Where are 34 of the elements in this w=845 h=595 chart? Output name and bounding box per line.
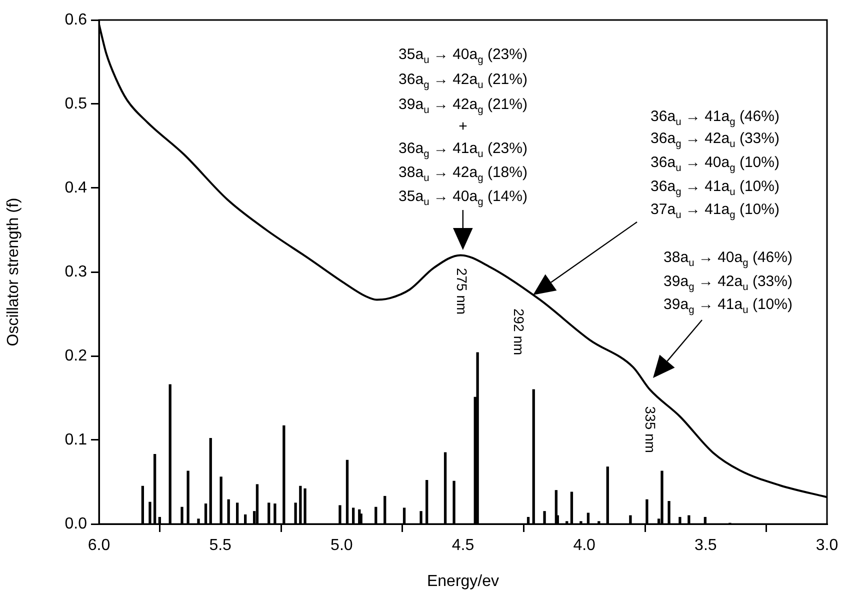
x-tick-label: 3.5 xyxy=(694,537,717,554)
annotation: 36a$_{u}$ → 41a$_{g}$ (46%) xyxy=(650,108,780,128)
annotation: 39a$_{g}$ → 41a$_{u}$ (10%) xyxy=(664,296,792,316)
x-axis-title: Energy/ev xyxy=(426,572,500,590)
annotation: 39a$_{u}$ → 42a$_{g}$ (21%) xyxy=(398,96,528,116)
annotation: 292 nm xyxy=(510,308,527,356)
annotation: 36a$_{g}$ → 41a$_{u}$ (10%) xyxy=(650,178,780,198)
annotation: 37a$_{u}$ → 41a$_{g}$ (10%) xyxy=(650,201,780,221)
annotation: 36a$_{g}$ → 42a$_{u}$ (33%) xyxy=(650,130,780,150)
annotation: 36a$_{g}$ → 42a$_{u}$ (21%) xyxy=(398,71,528,91)
annotation: + xyxy=(458,118,468,136)
annotation: 35a$_{u}$ → 40a$_{g}$ (14%) xyxy=(398,188,528,208)
x-tick-label: 3.0 xyxy=(816,537,838,554)
annotation: 36a$_{u}$ → 40a$_{g}$ (10%) xyxy=(650,154,780,174)
annotation: 335 nm xyxy=(642,406,658,453)
y-tick-label: 0.1 xyxy=(64,431,88,448)
annotation: 275 nm xyxy=(454,268,470,315)
y-tick-label: 0.0 xyxy=(64,515,88,532)
x-tick-label: 4.5 xyxy=(452,537,474,554)
x-tick-label: 6.0 xyxy=(88,537,110,554)
annotation: 36a$_{g}$ → 41a$_{u}$ (23%) xyxy=(398,140,528,160)
y-tick-label: 0.5 xyxy=(64,95,88,112)
y-tick-label: 0.4 xyxy=(64,179,88,196)
y-tick-label: 0.3 xyxy=(64,263,88,280)
annotation: 35a$_{u}$ → 40a$_{g}$ (23%) xyxy=(398,46,528,66)
x-tick-label: 5.0 xyxy=(330,537,353,554)
annotation: 39a$_{g}$ → 42a$_{u}$ (33%) xyxy=(664,273,792,293)
annotation: 38a$_{u}$ → 40a$_{g}$ (46%) xyxy=(664,249,792,269)
y-tick-label: 0.6 xyxy=(64,11,88,28)
x-tick-label: 5.5 xyxy=(209,537,232,554)
x-tick-label: 4.0 xyxy=(573,537,596,554)
y-tick-label: 0.2 xyxy=(64,347,88,364)
annotation: 38a$_{u}$ → 42a$_{g}$ (18%) xyxy=(398,164,528,184)
y-axis-title: Oscillator strength (f) xyxy=(5,198,22,346)
